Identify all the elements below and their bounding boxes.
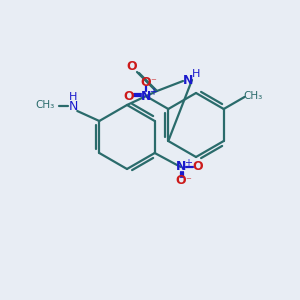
Text: N: N (141, 89, 151, 103)
Text: +: + (149, 87, 157, 97)
Text: O: O (140, 76, 151, 88)
Text: CH₃: CH₃ (244, 91, 263, 101)
Text: N: N (176, 160, 186, 173)
Text: +: + (184, 158, 192, 168)
Text: H: H (69, 92, 77, 102)
Text: O: O (176, 175, 186, 188)
Text: N: N (69, 100, 78, 112)
Text: ⁻: ⁻ (150, 77, 156, 87)
Text: ⁻: ⁻ (185, 176, 191, 186)
Text: H: H (192, 69, 200, 79)
Text: O: O (127, 61, 137, 74)
Text: N: N (183, 74, 193, 86)
Text: O: O (192, 160, 203, 173)
Text: O: O (124, 89, 134, 103)
Text: CH₃: CH₃ (36, 100, 55, 110)
